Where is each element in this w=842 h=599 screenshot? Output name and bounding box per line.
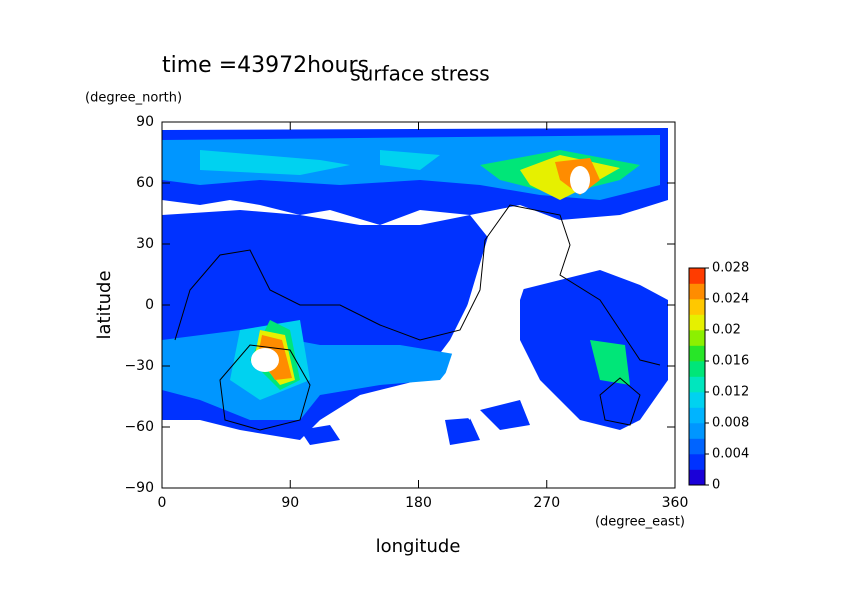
- y-tick-label: −60: [124, 419, 154, 435]
- colorbar-frame: [688, 267, 706, 486]
- colorbar-swatch: [689, 268, 705, 284]
- colorbar-swatch: [689, 438, 705, 455]
- colorbar-tick-label: 0.028: [712, 261, 749, 276]
- colorbar-swatch: [689, 469, 705, 486]
- colorbar-tick-label: 0.024: [712, 292, 749, 307]
- x-unit: (degree_east): [595, 515, 685, 530]
- colorbar-swatch: [689, 345, 705, 362]
- colorbar-swatch: [689, 299, 705, 315]
- chart-title: surface stress: [350, 62, 489, 86]
- colorbar-swatch: [689, 330, 705, 346]
- field: [162, 128, 668, 445]
- y-tick-label: 60: [136, 175, 154, 191]
- y-tick-label: 30: [136, 236, 154, 252]
- colorbar-tick-label: 0.016: [712, 354, 749, 369]
- colorbar-swatch: [689, 407, 705, 424]
- y-tick-label: 0: [145, 297, 154, 313]
- colorbar-tick-label: 0: [712, 478, 720, 493]
- x-axis-label: longitude: [376, 536, 461, 557]
- x-tick-label: 270: [533, 495, 560, 511]
- colorbar-swatch: [689, 423, 705, 439]
- colorbar-swatch: [689, 392, 705, 408]
- colorbar-tick-label: 0.012: [712, 385, 749, 400]
- x-tick-label: 0: [158, 495, 167, 511]
- colorbar-swatch: [689, 454, 705, 470]
- y-tick-label: −90: [124, 480, 154, 496]
- colorbar-swatch: [689, 314, 705, 331]
- y-axis-label: latitude: [94, 270, 115, 339]
- colorbar-tick-label: 0.004: [712, 447, 749, 462]
- y-tick-label: −30: [124, 358, 154, 374]
- colorbar-swatch: [689, 283, 705, 300]
- colorbar-tick-label: 0.008: [712, 416, 749, 431]
- colorbar-tick-label: 0.02: [712, 323, 741, 338]
- y-tick-label: 90: [136, 114, 154, 130]
- x-tick-label: 180: [405, 495, 432, 511]
- x-tick-label: 360: [662, 495, 689, 511]
- colorbar-swatch: [689, 361, 705, 377]
- x-tick-label: 90: [281, 495, 299, 511]
- chart-subtitle: time =43972hours: [162, 53, 369, 78]
- y-unit: (degree_north): [85, 91, 182, 106]
- colorbar-swatch: [689, 376, 705, 393]
